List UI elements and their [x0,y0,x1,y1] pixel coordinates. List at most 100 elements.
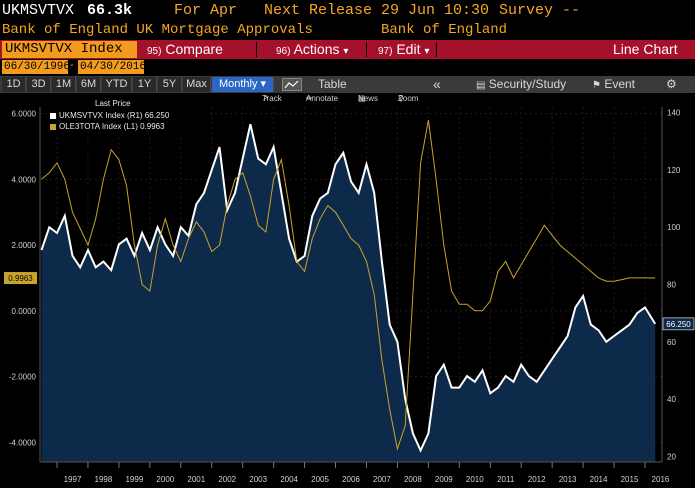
ticker-index-box[interactable]: UKMSVTVX Index [2,41,137,58]
frequency-dropdown-icon: ▾ [260,78,267,90]
security-study-label: Security/Study [488,77,567,91]
news-icon: ▤ [358,94,366,103]
next-release: Next Release 29 Jun 10:30 [264,2,490,19]
period-max[interactable]: Max [183,77,211,92]
track-label: Track [262,94,282,103]
edit-num: 97) [378,46,393,57]
legend-label-ukmsvtvx: UKMSVTVX Index (R1) 66.250 [59,111,170,120]
zoom-label: Zoom [398,94,419,103]
legend-entry-ole3tota: OLE3TOTA Index (L1) 0.9963 [50,122,165,131]
frequency-dropdown[interactable]: Monthly ▾ [212,77,274,92]
actions-label: Actions [293,41,340,57]
x-tick-label: 2000 [156,475,174,484]
line-chart[interactable]: 6.0000 4.0000 2.0000 0.0000 -2.0000 -4.0000 14… [0,105,695,488]
x-tick-label: 1999 [125,475,143,484]
period-3d[interactable]: 3D [27,77,51,92]
right-tick-label: 60 [667,338,676,347]
legend-swatch-white [50,112,56,119]
x-tick-label: 1997 [64,475,82,484]
right-tick-label: 100 [667,223,681,232]
last-value-label-right: 66.250 [666,320,691,329]
legend-swatch-gold [50,123,56,130]
command-bar: UKMSVTVX Index 95) Compare 96) Actions ▾… [0,40,695,59]
zoom-icon: ⚲ [398,94,404,103]
x-tick-label: 2006 [342,475,360,484]
actions-dropdown-icon: ▾ [343,46,349,57]
period-1d[interactable]: 1D [2,77,26,92]
right-tick-label: 140 [667,109,681,118]
series-area-ukmsvtvx [41,124,656,462]
x-tick-label: 2012 [528,475,546,484]
security-study-icon: ▤ [476,80,486,91]
toolbar-divider [256,42,257,57]
ticker-label: UKMSVTVX [2,2,75,19]
x-tick-label: 2004 [280,475,298,484]
source-label: Bank of England [381,22,508,38]
description-row: Bank of England UK Mortgage Approvals Ba… [0,21,695,40]
x-tick-label: 2013 [559,475,577,484]
collapse-icon[interactable]: « [433,76,441,92]
period-5y[interactable]: 5Y [158,77,182,92]
last-value-box-right [662,317,695,331]
end-date-field[interactable]: 04/30/2016 [78,60,147,74]
last-value-label-left: 0.9963 [8,274,33,283]
line-chart-icon [282,78,302,91]
x-tick-label: 2010 [466,475,484,484]
right-tick-label: 20 [667,452,676,461]
actions-num: 96) [276,46,291,57]
start-date-field[interactable]: 06/30/1996 [2,60,71,74]
compare-num: 95) [147,46,162,57]
period-ytd[interactable]: YTD [102,77,132,92]
last-value: 66.3k [87,2,133,19]
x-tick-label: 2002 [218,475,236,484]
left-tick-label: 4.0000 [12,175,37,184]
for-period: For Apr [174,2,238,19]
last-value-box-left [4,272,37,285]
header-row: UKMSVTVX 66.3k For Apr Next Release 29 J… [0,0,695,22]
annotate-label: Annotate [306,94,339,103]
period-6m[interactable]: 6M [77,77,101,92]
left-tick-label: 2.0000 [12,241,37,250]
right-tick-label: 40 [667,395,676,404]
survey-label: Survey -- [499,2,581,19]
compare-label: Compare [165,41,223,57]
track-icon: ↗ [262,94,269,103]
x-tick-label: 2009 [435,475,453,484]
x-tick-label: 1998 [95,475,113,484]
frequency-label: Monthly [218,78,258,90]
left-tick-label: -4.0000 [9,438,37,447]
chart-style-button[interactable] [282,77,308,92]
event-icon: ⚑ [592,80,601,91]
security-study-button[interactable]: ▤ Security/Study [476,77,566,92]
event-button[interactable]: ⚑ Event [592,77,635,92]
x-tick-label: 2003 [249,475,267,484]
x-tick-label: 2015 [621,475,639,484]
series-line-ukmsvtvx [40,123,657,453]
edit-button[interactable]: 97) Edit ▾ [378,41,429,58]
legend-entry-ukmsvtvx: UKMSVTVX Index (R1) 66.250 [50,111,169,120]
x-tick-label: 2011 [497,475,515,484]
compare-button[interactable]: 95) Compare [147,41,223,58]
chart-type-label[interactable]: Line Chart [613,41,678,57]
x-tick-label: 2016 [652,475,670,484]
table-button[interactable]: Table [318,77,347,91]
date-range-bar: 06/30/1996 - 04/30/2016 [0,59,695,75]
actions-button[interactable]: 96) Actions ▾ [276,41,348,58]
x-tick-label: 2001 [187,475,205,484]
edit-label: Edit [396,41,421,57]
left-tick-label: 0.0000 [12,307,37,316]
series-description: Bank of England UK Mortgage Approvals [2,22,313,38]
annotate-icon: ✏ [306,94,313,103]
settings-gear-icon[interactable]: ⚙ [666,77,677,91]
period-1m[interactable]: 1M [52,77,76,92]
series-line-ole3tota [41,120,656,451]
right-tick-label: 80 [667,281,676,290]
toolbar-divider [366,42,367,57]
date-range-dash: - [70,59,74,71]
period-bar: 1D 3D 1M 6M YTD 1Y 5Y Max Monthly ▾ Tabl… [0,76,695,93]
period-1y[interactable]: 1Y [133,77,157,92]
x-tick-label: 2014 [590,475,608,484]
news-label: News [358,94,379,103]
right-tick-label: 120 [667,166,681,175]
x-tick-label: 2007 [373,475,391,484]
